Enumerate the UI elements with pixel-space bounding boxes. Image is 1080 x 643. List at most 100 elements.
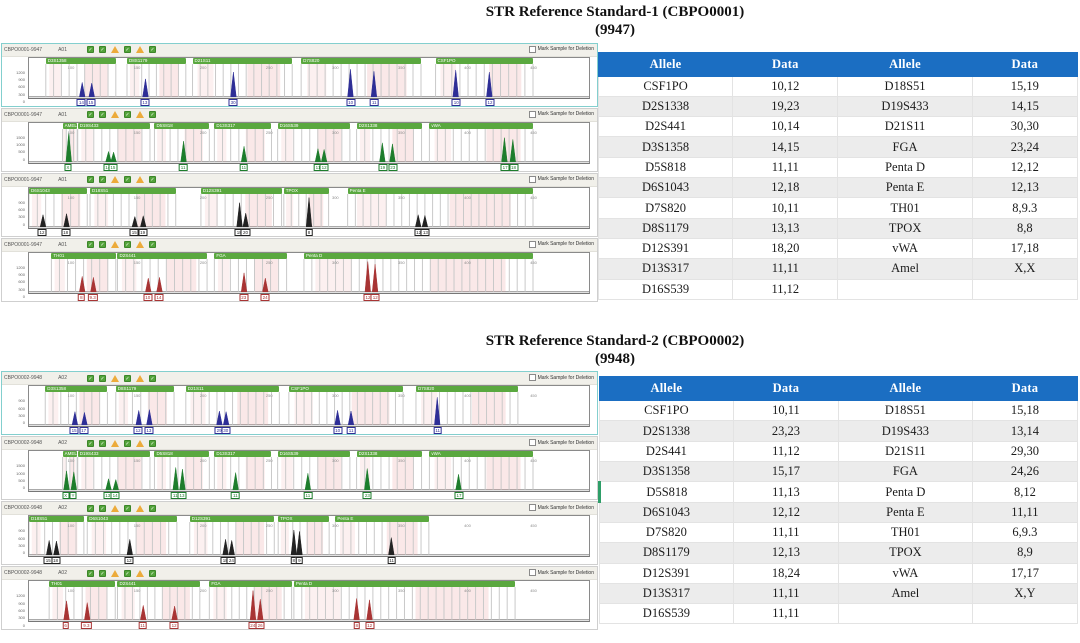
pass-check-icon[interactable]: ✓ bbox=[149, 439, 156, 447]
mark-sample-checkbox[interactable]: Mark Sample for Deletion bbox=[528, 439, 594, 447]
marker-bar[interactable]: D6S1043 bbox=[87, 516, 177, 523]
pass-check-icon[interactable]: ✓ bbox=[99, 111, 106, 119]
pass-check-icon[interactable]: ✓ bbox=[149, 241, 156, 249]
electropherogram-panel[interactable]: CBPO0001-9947 A01 ✓ ✓ ✓ ✓ Mark Sample for D… bbox=[1, 107, 598, 172]
plot-area[interactable]: AMEL D19S433 D5S818 D13S317 D16S539 D2S1338 vW… bbox=[28, 121, 590, 164]
electropherogram-panel[interactable]: CBPO0002-9948 A02 ✓ ✓ ✓ ✓ Mark Sample for D… bbox=[1, 371, 598, 436]
marker-bar[interactable]: D3S1358 bbox=[45, 57, 116, 64]
marker-bar[interactable]: D8S1179 bbox=[115, 386, 175, 393]
marker-bar[interactable]: TH01 bbox=[49, 581, 116, 588]
marker-bar[interactable]: D19S433 bbox=[77, 122, 150, 129]
mark-sample-checkbox[interactable]: Mark Sample for Deletion bbox=[528, 175, 594, 183]
pass-check-icon[interactable]: ✓ bbox=[124, 176, 131, 184]
marker-bar[interactable]: Penta E bbox=[335, 516, 429, 523]
warning-triangle-icon[interactable] bbox=[111, 439, 119, 447]
checkbox-icon[interactable] bbox=[528, 569, 536, 577]
electropherogram-panel[interactable]: CBPO0002-9948 A02 ✓ ✓ ✓ ✓ Mark Sample for D… bbox=[1, 501, 598, 566]
marker-bar[interactable]: D19S433 bbox=[77, 451, 150, 458]
marker-bar[interactable]: TPOX bbox=[278, 516, 330, 523]
mark-sample-checkbox[interactable]: Mark Sample for Deletion bbox=[528, 569, 594, 577]
mark-sample-checkbox[interactable]: Mark Sample for Deletion bbox=[528, 374, 594, 382]
mark-sample-checkbox[interactable]: Mark Sample for Deletion bbox=[528, 45, 594, 53]
pass-check-icon[interactable]: ✓ bbox=[124, 439, 131, 447]
warning-triangle-icon[interactable] bbox=[111, 504, 119, 512]
pass-check-icon[interactable]: ✓ bbox=[87, 439, 94, 447]
warning-triangle-icon[interactable] bbox=[136, 241, 144, 249]
warning-triangle-icon[interactable] bbox=[111, 46, 119, 54]
pass-check-icon[interactable]: ✓ bbox=[99, 504, 106, 512]
marker-bar[interactable]: D21S11 bbox=[192, 57, 293, 64]
plot-area[interactable]: D3S1358 D8S1179 D21S11 D7S820 CSF1PO 100 150 2… bbox=[28, 56, 590, 99]
warning-triangle-icon[interactable] bbox=[136, 374, 144, 382]
electropherogram-panel[interactable]: CBPO0001-9947 A01 ✓ ✓ ✓ ✓ Mark Sample for D… bbox=[1, 237, 598, 302]
electropherogram-panel[interactable]: CBPO0002-9948 A02 ✓ ✓ ✓ ✓ Mark Sample for D… bbox=[1, 436, 598, 501]
warning-triangle-icon[interactable] bbox=[136, 439, 144, 447]
pass-check-icon[interactable]: ✓ bbox=[87, 176, 94, 184]
marker-bar[interactable]: D12S391 bbox=[200, 187, 282, 194]
pass-check-icon[interactable]: ✓ bbox=[87, 569, 94, 577]
warning-triangle-icon[interactable] bbox=[136, 176, 144, 184]
warning-triangle-icon[interactable] bbox=[136, 504, 144, 512]
warning-triangle-icon[interactable] bbox=[136, 46, 144, 54]
marker-bar[interactable]: D5S818 bbox=[154, 122, 210, 129]
plot-area[interactable]: AMEL D19S433 D5S818 D13S317 D16S539 D2S1338 vW… bbox=[28, 450, 590, 493]
marker-bar[interactable]: AMEL bbox=[62, 122, 78, 129]
pass-check-icon[interactable]: ✓ bbox=[87, 374, 94, 382]
pass-check-icon[interactable]: ✓ bbox=[87, 504, 94, 512]
marker-bar[interactable]: CSF1PO bbox=[288, 386, 404, 393]
checkbox-icon[interactable] bbox=[528, 374, 536, 382]
marker-bar[interactable]: D7S820 bbox=[415, 386, 518, 393]
pass-check-icon[interactable]: ✓ bbox=[124, 374, 131, 382]
pass-check-icon[interactable]: ✓ bbox=[99, 569, 106, 577]
warning-triangle-icon[interactable] bbox=[136, 569, 144, 577]
marker-bar[interactable]: D13S317 bbox=[214, 122, 272, 129]
marker-bar[interactable]: D5S818 bbox=[154, 451, 210, 458]
pass-check-icon[interactable]: ✓ bbox=[99, 46, 106, 54]
pass-check-icon[interactable]: ✓ bbox=[124, 111, 131, 119]
pass-check-icon[interactable]: ✓ bbox=[149, 111, 156, 119]
marker-bar[interactable]: AMEL bbox=[62, 451, 78, 458]
pass-check-icon[interactable]: ✓ bbox=[149, 569, 156, 577]
mark-sample-checkbox[interactable]: Mark Sample for Deletion bbox=[528, 110, 594, 118]
marker-bar[interactable]: D2S441 bbox=[117, 252, 208, 259]
checkbox-icon[interactable] bbox=[528, 504, 536, 512]
mark-sample-checkbox[interactable]: Mark Sample for Deletion bbox=[528, 240, 594, 248]
marker-bar[interactable]: vWA bbox=[429, 451, 533, 458]
electropherogram-panel[interactable]: CBPO0001-9947 A01 ✓ ✓ ✓ ✓ Mark Sample for D… bbox=[1, 172, 598, 237]
pass-check-icon[interactable]: ✓ bbox=[124, 241, 131, 249]
marker-bar[interactable]: D2S441 bbox=[117, 581, 200, 588]
plot-area[interactable]: D18S51 D6S1043 D12S391 TPOX Penta E 100 150 20… bbox=[28, 515, 590, 558]
pass-check-icon[interactable]: ✓ bbox=[87, 111, 94, 119]
marker-bar[interactable]: D3S1358 bbox=[45, 386, 108, 393]
plot-area[interactable]: D6S1043 D18S51 D12S391 TPOX Penta E 100 150 20… bbox=[28, 186, 590, 229]
marker-bar[interactable]: D18S51 bbox=[29, 516, 84, 523]
checkbox-icon[interactable] bbox=[528, 110, 536, 118]
marker-bar[interactable]: D6S1043 bbox=[29, 187, 88, 194]
marker-bar[interactable]: TH01 bbox=[51, 252, 116, 259]
marker-bar[interactable]: Penta D bbox=[293, 581, 516, 588]
pass-check-icon[interactable]: ✓ bbox=[149, 46, 156, 54]
pass-check-icon[interactable]: ✓ bbox=[149, 374, 156, 382]
pass-check-icon[interactable]: ✓ bbox=[99, 241, 106, 249]
pass-check-icon[interactable]: ✓ bbox=[124, 46, 131, 54]
marker-bar[interactable]: D16S539 bbox=[277, 122, 350, 129]
marker-bar[interactable]: D13S317 bbox=[214, 451, 272, 458]
checkbox-icon[interactable] bbox=[528, 175, 536, 183]
electropherogram-panel[interactable]: CBPO0002-9948 A02 ✓ ✓ ✓ ✓ Mark Sample for D… bbox=[1, 566, 598, 631]
warning-triangle-icon[interactable] bbox=[111, 111, 119, 119]
pass-check-icon[interactable]: ✓ bbox=[124, 569, 131, 577]
checkbox-icon[interactable] bbox=[528, 45, 536, 53]
marker-bar[interactable]: D16S539 bbox=[277, 451, 350, 458]
pass-check-icon[interactable]: ✓ bbox=[149, 176, 156, 184]
marker-bar[interactable]: FGA bbox=[214, 252, 287, 259]
warning-triangle-icon[interactable] bbox=[111, 569, 119, 577]
marker-bar[interactable]: FGA bbox=[209, 581, 292, 588]
marker-bar[interactable]: vWA bbox=[429, 122, 533, 129]
marker-bar[interactable]: D7S820 bbox=[301, 57, 421, 64]
pass-check-icon[interactable]: ✓ bbox=[99, 439, 106, 447]
warning-triangle-icon[interactable] bbox=[111, 176, 119, 184]
marker-bar[interactable]: D21S11 bbox=[185, 386, 280, 393]
pass-check-icon[interactable]: ✓ bbox=[149, 504, 156, 512]
pass-check-icon[interactable]: ✓ bbox=[99, 176, 106, 184]
marker-bar[interactable]: D18S51 bbox=[90, 187, 176, 194]
